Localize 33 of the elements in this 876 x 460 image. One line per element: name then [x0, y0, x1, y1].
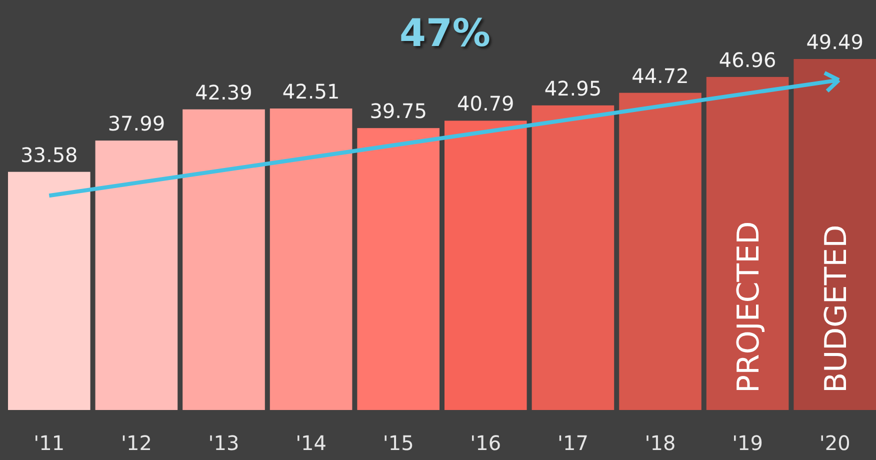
bar: [270, 108, 352, 410]
data-label: 46.96: [718, 48, 776, 72]
bar: [8, 172, 90, 410]
data-label: 42.95: [544, 76, 602, 100]
data-label: 44.72: [632, 64, 689, 88]
x-tick-label: '20: [819, 431, 850, 455]
data-label: 49.49: [806, 30, 864, 54]
bar: [619, 92, 702, 410]
data-label: 37.99: [108, 112, 166, 136]
x-tick-label: '15: [382, 431, 414, 455]
bar: [95, 140, 178, 410]
x-tick-label: '19: [732, 431, 764, 455]
bar: [706, 76, 789, 410]
x-tick-label: '18: [644, 431, 676, 455]
bar: [182, 109, 265, 410]
data-label: 33.58: [20, 142, 78, 167]
x-tick-label: '13: [208, 431, 240, 455]
bar: [444, 120, 527, 410]
data-label: 42.51: [282, 80, 340, 104]
x-tick-label: '14: [296, 431, 327, 455]
annotation: BUDGETED: [818, 224, 854, 393]
annotation: PROJECTED: [732, 221, 767, 393]
x-tick-label: '11: [34, 431, 65, 455]
x-tick-label: '12: [120, 431, 152, 455]
chart-title: 47%: [400, 11, 490, 55]
data-label: 39.75: [370, 99, 427, 124]
data-label: 40.79: [457, 92, 514, 116]
x-tick-label: '16: [470, 431, 502, 455]
bar: [357, 128, 440, 410]
x-tick-label: '17: [557, 431, 588, 455]
bar: [794, 59, 876, 410]
bar: [532, 105, 614, 410]
data-label: 42.39: [195, 80, 252, 104]
